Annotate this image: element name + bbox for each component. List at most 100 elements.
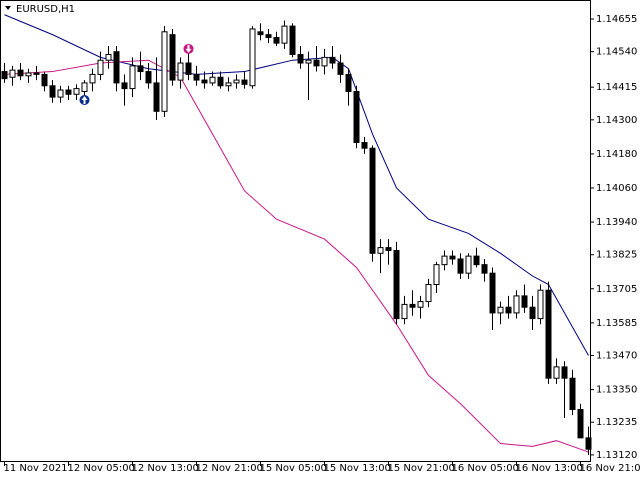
candle-body (425, 284, 432, 303)
x-tick-label: 12 Nov 21:00 (196, 463, 263, 474)
y-tick-label: 1.13705 (596, 284, 637, 295)
candle-body (297, 54, 304, 64)
candle-body (33, 72, 40, 75)
candle-body (553, 366, 560, 379)
y-tick-label: 1.13470 (596, 351, 637, 362)
y-tick-label: 1.13235 (596, 417, 637, 428)
candle-body (561, 366, 568, 379)
candle-body (313, 59, 320, 67)
candle-body (161, 31, 168, 112)
candle-body (169, 34, 176, 81)
candle-body (305, 59, 312, 64)
candle-body (185, 62, 192, 75)
candle-body (113, 51, 120, 84)
x-tick-label: 15 Nov 21:00 (388, 463, 455, 474)
candle-body (465, 255, 472, 274)
x-tick-label: 12 Nov 13:00 (132, 463, 199, 474)
candle-body (177, 62, 184, 81)
candle-body (17, 69, 24, 77)
signal-arrow-glyph (185, 44, 192, 53)
candle-body (481, 264, 488, 274)
candle-body (441, 255, 448, 266)
y-tick-label: 1.14655 (596, 14, 637, 25)
x-tick-label: 11 Nov 2021 (4, 463, 68, 474)
candle-body (545, 289, 552, 379)
candle-body (265, 34, 272, 38)
candle-body (321, 56, 328, 67)
chart-title: EURUSD,H1 (16, 4, 75, 15)
candle-body (537, 289, 544, 320)
x-tick-label: 12 Nov 05:00 (68, 463, 135, 474)
candle-body (217, 76, 224, 87)
candle-body (41, 73, 48, 87)
candle-body (97, 59, 104, 75)
y-tick-label: 1.14300 (596, 115, 637, 126)
candle-body (513, 295, 520, 314)
candle-body (345, 73, 352, 92)
candle-body (409, 303, 416, 308)
candle-body (289, 25, 296, 56)
candle-body (473, 255, 480, 266)
y-tick-label: 1.13585 (596, 318, 637, 329)
candle-body (497, 306, 504, 314)
candle-body (49, 85, 56, 98)
candle-body (57, 89, 64, 98)
x-tick-label: 16 Nov 13:00 (516, 463, 583, 474)
candle-body (9, 69, 16, 78)
candle-body (377, 247, 384, 254)
candle-body (489, 272, 496, 314)
candle-body (145, 71, 152, 84)
candle-body (257, 31, 264, 36)
candle-body (137, 65, 144, 73)
candle-body (457, 258, 464, 274)
y-tick-label: 1.14180 (596, 149, 637, 160)
candle-body (505, 306, 512, 314)
candle-body (529, 306, 536, 320)
candle-body (521, 295, 528, 308)
candle-body (233, 79, 240, 84)
x-tick-label: 15 Nov 05:00 (260, 463, 327, 474)
candle-body (393, 249, 400, 320)
y-tick-label: 1.14540 (596, 47, 637, 58)
candle-body (569, 377, 576, 410)
x-tick-label: 15 Nov 13:00 (324, 463, 391, 474)
candle-body (1, 71, 8, 80)
candle-body (585, 437, 592, 450)
y-tick-label: 1.14415 (596, 82, 637, 93)
candle-body (369, 147, 376, 254)
candle-body (121, 82, 128, 90)
candle-body (193, 73, 200, 81)
candle-body (249, 28, 256, 87)
candle-body (209, 76, 216, 84)
candle-body (329, 56, 336, 64)
y-tick-label: 1.13350 (596, 385, 637, 396)
candle-body (273, 36, 280, 44)
signal-arrow-glyph (81, 95, 88, 104)
candle-body (577, 408, 584, 439)
x-tick-label: 16 Nov 21:00 (580, 463, 640, 474)
candle-body (241, 79, 248, 85)
candle-body (401, 303, 408, 320)
plot-frame (0, 0, 591, 462)
candle-body (105, 54, 112, 61)
x-tick-label: 16 Nov 05:00 (452, 463, 519, 474)
candle-body (417, 301, 424, 308)
candle-body (433, 264, 440, 286)
y-tick-label: 1.14060 (596, 183, 637, 194)
candle-body (25, 72, 32, 77)
candle-body (153, 82, 160, 112)
y-tick-label: 1.13120 (596, 450, 637, 461)
candle-body (361, 142, 368, 149)
candle-body (89, 73, 96, 84)
candle-body (201, 79, 208, 84)
candle-body (281, 25, 288, 44)
candle-body (337, 62, 344, 75)
y-tick-label: 1.13825 (596, 250, 637, 261)
y-tick-label: 1.13940 (596, 217, 637, 228)
candle-body (449, 255, 456, 260)
candle-body (353, 90, 360, 144)
menu-triangle (5, 6, 11, 10)
candle-body (73, 88, 80, 95)
candle-body (65, 89, 72, 95)
